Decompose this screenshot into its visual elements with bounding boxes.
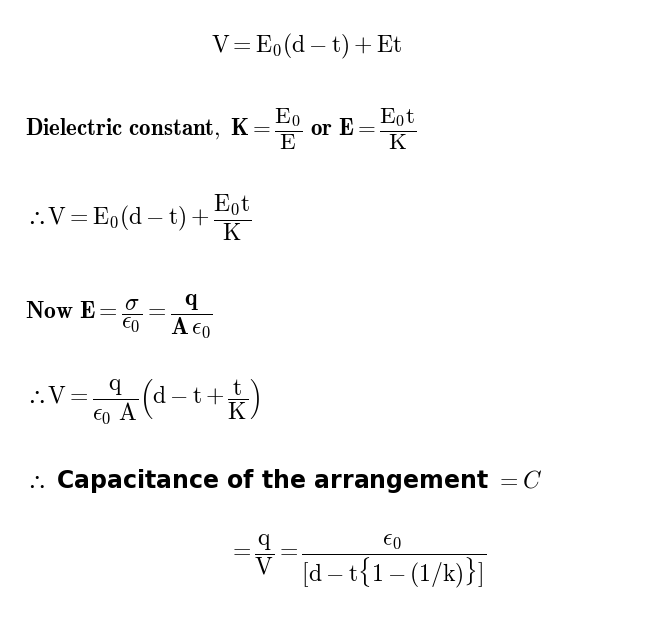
Text: $\therefore \mathrm{V = E_0(d - t) +} \dfrac{\mathrm{E_0 t}}{\mathrm{K}}$: $\therefore \mathrm{V = E_0(d - t) +} \d… <box>25 193 251 244</box>
Text: $\mathbf{Dielectric\ constant,\ K =} \dfrac{\mathrm{E_0}}{\mathrm{E}} \mathbf{\ : $\mathbf{Dielectric\ constant,\ K =} \df… <box>25 107 416 152</box>
Text: $\mathrm{= \dfrac{q}{V} = \dfrac{\epsilon_0}{[d - t\{1 - (1/k)\}]}}$: $\mathrm{= \dfrac{q}{V} = \dfrac{\epsilo… <box>228 532 487 590</box>
Text: $\mathrm{V = E_0(d - t) + Et}$: $\mathrm{V = E_0(d - t) + Et}$ <box>211 32 402 61</box>
Text: $\mathbf{Now\ E =} \dfrac{\mathbf{\sigma}}{\mathbf{\epsilon_0}} \mathbf{=} \dfra: $\mathbf{Now\ E =} \dfrac{\mathbf{\sigma… <box>25 292 213 340</box>
Text: $\therefore$ Capacitance of the arrangement $= C$: $\therefore$ Capacitance of the arrangem… <box>25 468 542 495</box>
Text: $\therefore \mathrm{V =} \dfrac{\mathrm{q}}{\mathbf{\epsilon_0}\mathrm{\ A}} \le: $\therefore \mathrm{V =} \dfrac{\mathrm{… <box>25 377 260 426</box>
